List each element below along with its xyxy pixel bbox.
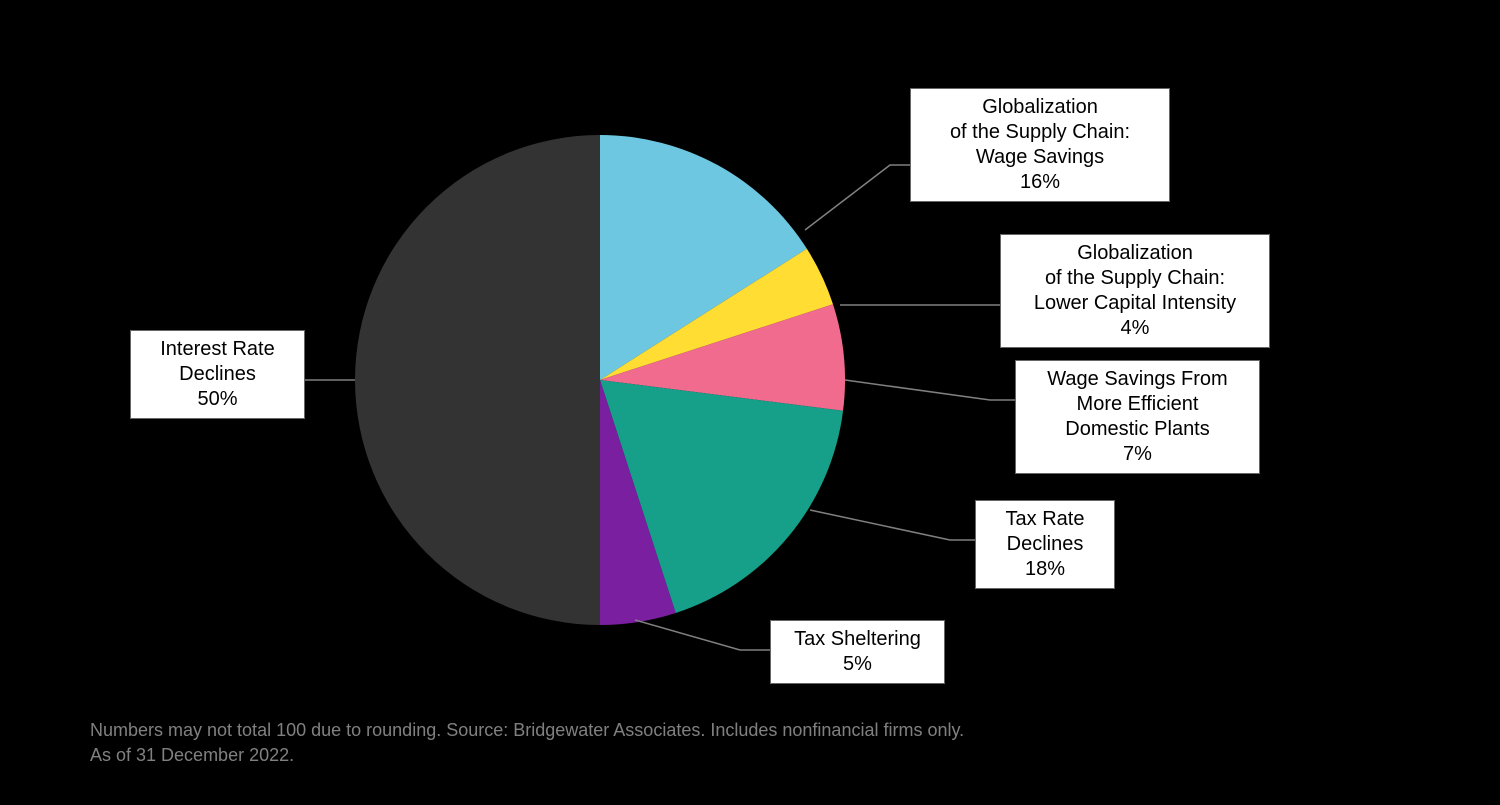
chart-stage: Globalizationof the Supply Chain:Wage Sa… — [0, 0, 1500, 805]
slice-label-line: Tax Sheltering — [781, 627, 934, 652]
slice-label-line: 16% — [921, 170, 1159, 195]
slice-label-line: of the Supply Chain: — [921, 120, 1159, 145]
slice-label-line: Globalization — [921, 95, 1159, 120]
slice-label-line: 4% — [1011, 316, 1259, 341]
slice-label: Globalizationof the Supply Chain:Lower C… — [1000, 234, 1270, 348]
slice-label-line: Wage Savings From — [1026, 367, 1249, 392]
slice-label-line: Wage Savings — [921, 145, 1159, 170]
slice-label-line: Declines — [986, 532, 1104, 557]
slice-label: Tax Sheltering5% — [770, 620, 945, 684]
slice-label-line: Tax Rate — [986, 507, 1104, 532]
pie-slice — [355, 135, 600, 625]
slice-label-line: 7% — [1026, 442, 1249, 467]
slice-label-line: of the Supply Chain: — [1011, 266, 1259, 291]
slice-label-line: Lower Capital Intensity — [1011, 291, 1259, 316]
slice-label-line: 5% — [781, 652, 934, 677]
footer-line-2: As of 31 December 2022. — [90, 745, 294, 765]
slice-label-line: More Efficient — [1026, 392, 1249, 417]
slice-label: Tax RateDeclines18% — [975, 500, 1115, 589]
slice-label: Wage Savings FromMore EfficientDomestic … — [1015, 360, 1260, 474]
footer-line-1: Numbers may not total 100 due to roundin… — [90, 720, 964, 740]
slice-label-line: Declines — [141, 362, 294, 387]
slice-label: Globalizationof the Supply Chain:Wage Sa… — [910, 88, 1170, 202]
slice-label-line: Interest Rate — [141, 337, 294, 362]
slice-label-line: Domestic Plants — [1026, 417, 1249, 442]
slice-label-line: Globalization — [1011, 241, 1259, 266]
slice-label-line: 50% — [141, 387, 294, 412]
chart-footer: Numbers may not total 100 due to roundin… — [90, 718, 1440, 767]
slice-label-line: 18% — [986, 557, 1104, 582]
slice-label: Interest RateDeclines50% — [130, 330, 305, 419]
